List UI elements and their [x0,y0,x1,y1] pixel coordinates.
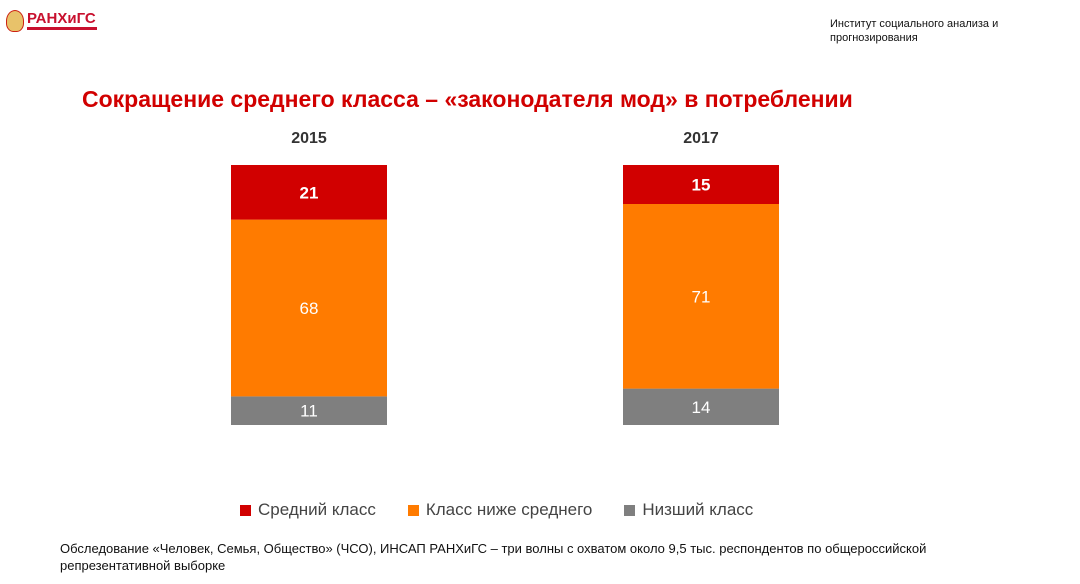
legend: Средний класс Класс ниже среднего Низший… [240,500,753,520]
legend-label: Класс ниже среднего [425,500,593,519]
legend-item-lower-middle: Класс ниже среднего [407,500,593,520]
data-label: 15 [692,176,711,195]
bar-segment-2015-1 [231,219,387,397]
category-label-2017: 2017 [683,130,719,147]
bar-segment-2017-0 [623,388,779,425]
bar-segment-2015-2 [231,165,387,220]
data-label: 14 [692,398,711,417]
ranepa-logo: РАНХиГС [6,10,97,32]
bar-segment-2015-0 [231,396,387,425]
data-label: 68 [300,299,319,318]
category-label-2015: 2015 [291,130,327,147]
footnote: Обследование «Человек, Семья, Общество» … [60,541,927,573]
chart-title: Сокращение среднего класса – «законодате… [82,86,853,112]
legend-label: Низший класс [642,500,754,519]
data-label: 11 [300,402,318,421]
data-label: 71 [692,287,711,306]
institute-name: Институт социального анализа и прогнозир… [830,18,999,44]
bar-segment-2017-1 [623,204,779,389]
emblem-icon [6,10,24,32]
legend-item-lower: Низший класс [624,500,753,520]
bar-segment-2017-2 [623,165,779,204]
data-label: 21 [300,183,319,202]
legend-item-middle: Средний класс [240,500,376,520]
legend-label: Средний класс [258,500,376,519]
logo-text: РАНХиГС [27,10,96,27]
